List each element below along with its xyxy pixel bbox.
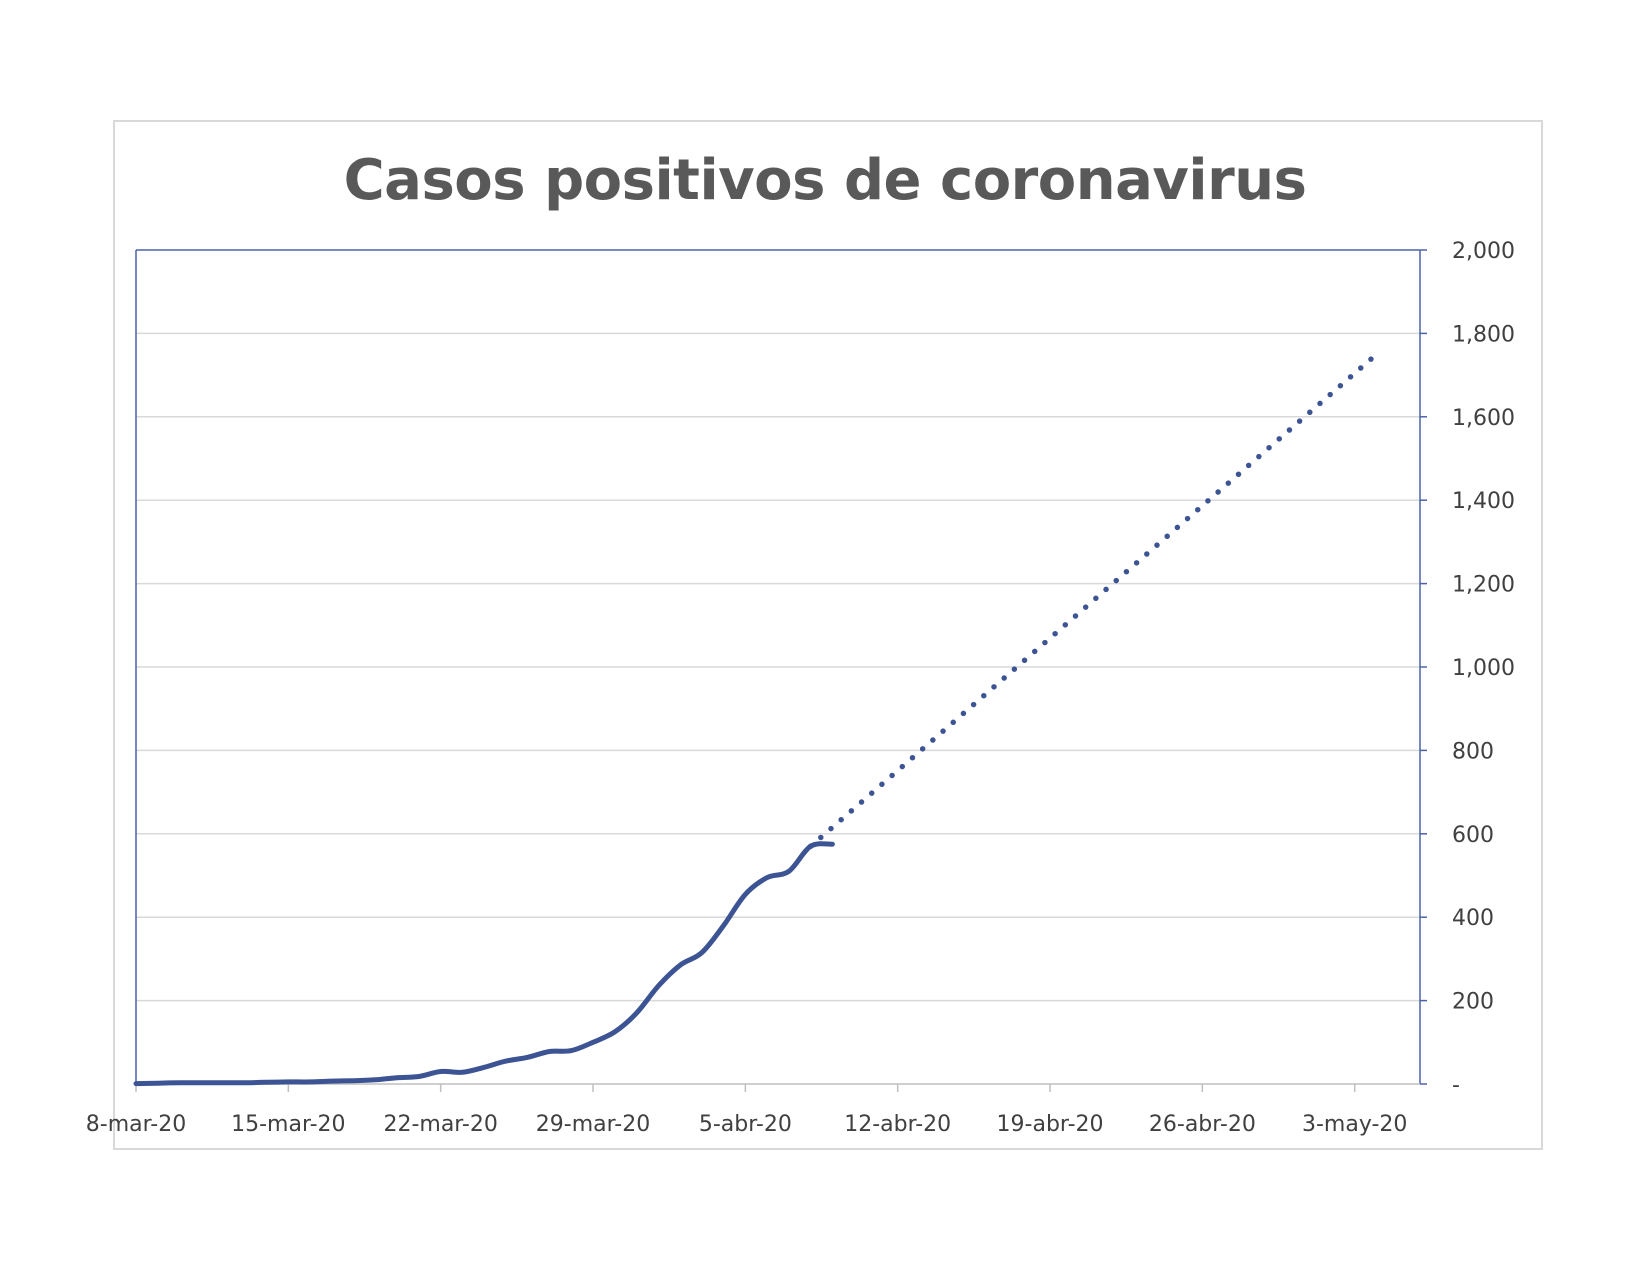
y-tick-label: 400 (1452, 906, 1494, 931)
y-tick-label: 800 (1452, 739, 1494, 764)
x-tick-label: 8-mar-20 (86, 1112, 186, 1137)
x-tick-label: 19-abr-20 (997, 1112, 1104, 1137)
series-line-actual (133, 841, 835, 1087)
x-tick-label: 3-may-20 (1302, 1112, 1407, 1137)
x-tick-label: 15-mar-20 (231, 1112, 345, 1137)
label-layer: - 200 400 600 800 1,000 1,200 1,400 1,600 1,800 2,… (86, 239, 1515, 1137)
y-tick-label: 200 (1452, 990, 1494, 1015)
y-tick-label: 1,400 (1452, 489, 1515, 514)
x-tick-label: 26-abr-20 (1149, 1112, 1256, 1137)
x-tick-label: 29-mar-20 (536, 1112, 650, 1137)
y-tick-label: 1,800 (1452, 322, 1515, 347)
x-tick-label: 22-mar-20 (383, 1112, 497, 1137)
series-line-trend (807, 351, 1380, 850)
y-tick-label: 600 (1452, 823, 1494, 848)
y-tick-label: 1,600 (1452, 406, 1515, 431)
y-tick-label: - (1452, 1073, 1460, 1098)
chart-title: Casos positivos de coronavirus (343, 148, 1307, 213)
y-tick-label: 1,200 (1452, 573, 1515, 598)
axis-layer (135, 249, 1427, 1092)
chart-frame (113, 120, 1543, 1150)
x-tick-label: 5-abr-20 (699, 1112, 792, 1137)
grid-layer (136, 332, 1420, 1002)
series-layer (133, 351, 1380, 1087)
y-tick-label: 2,000 (1452, 239, 1515, 264)
x-tick-label: 12-abr-20 (844, 1112, 951, 1137)
y-tick-label: 1,000 (1452, 656, 1515, 681)
